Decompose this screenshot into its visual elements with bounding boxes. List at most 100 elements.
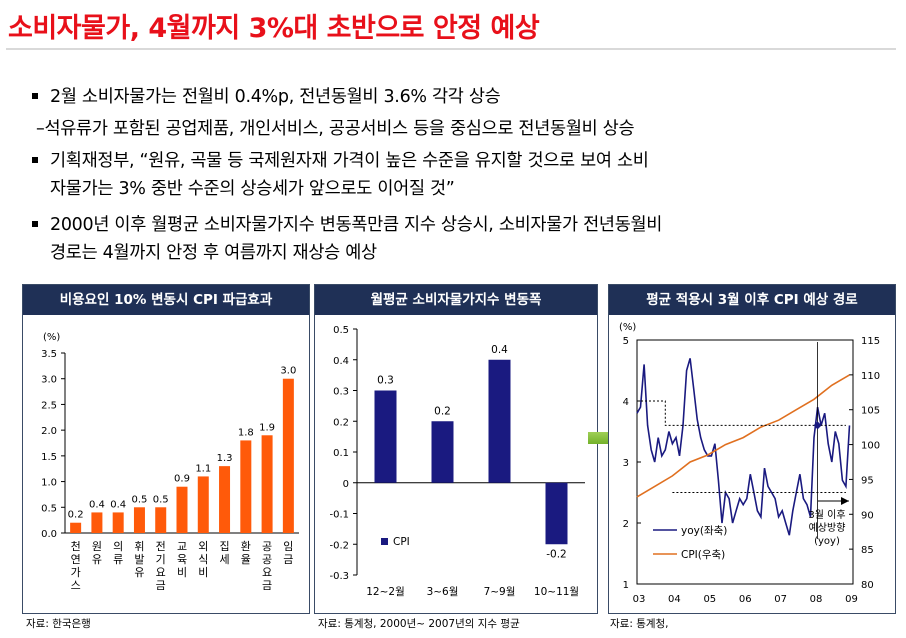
category-label-char: 요 — [262, 566, 272, 579]
y-tick-label: 0.1 — [333, 448, 349, 459]
category-label-char: 금 — [262, 579, 272, 592]
bullet-text: 경로는 4월까지 안정 후 여름까지 재상승 예상 — [50, 243, 377, 263]
line-chart-cpi-path: (%) 5 4 3 2 1 115 110 105 100 95 90 85 80 03 04 05 06 07 08… — [619, 322, 880, 605]
data-label: 0.4 — [110, 499, 126, 510]
data-label: 1.9 — [259, 422, 275, 433]
panel-monthly-change: 월평균 소비자물가지수 변동폭 0.5 0.4 0.3 0.2 0.1 0 -0.1 -0.2… — [314, 284, 598, 614]
bar — [91, 512, 103, 533]
bullet-3: 기획재정부, “원유, 곡물 등 국제원자재 가격이 높은 수준을 유지할 것으… — [32, 147, 649, 203]
forecast-annotation: 3월 이후 — [808, 509, 845, 521]
category-label-char: 외 — [198, 540, 208, 553]
data-label: 0.5 — [132, 494, 148, 505]
panel-header: 월평균 소비자물가지수 변동폭 — [315, 285, 597, 315]
category-label-char: 의 — [113, 540, 123, 553]
y-tick-label: 1.5 — [41, 452, 57, 463]
y-tick-label-left: 2 — [623, 519, 629, 530]
forecast-arrowhead — [841, 497, 849, 505]
bullet-text: 기획재정부, “원유, 곡물 등 국제원자재 가격이 높은 수준을 유지할 것으… — [50, 151, 649, 171]
bullet-text: 2000년 이후 월평균 소비자물가지수 변동폭만큼 지수 상승시, 소비자물가… — [50, 215, 663, 235]
y-tick-label: -0.2 — [329, 540, 349, 551]
panel-header: 비용요인 10% 변동시 CPI 파급효과 — [23, 285, 309, 315]
data-label: 3.0 — [280, 366, 296, 377]
y-tick-label-right: 100 — [861, 441, 880, 452]
data-label: -0.2 — [546, 548, 567, 560]
data-label: 0.4 — [89, 499, 105, 510]
bullet-1: 2월 소비자물가는 전월비 0.4%p, 전년동월비 3.6% 각각 상승 — [32, 83, 501, 111]
panel-cost-impact: 비용요인 10% 변동시 CPI 파급효과 (%) 0.0 0.5 1.0 1.5 2.0… — [22, 284, 310, 614]
data-label: 0.9 — [174, 474, 190, 485]
forecast-annotation: (yoy) — [814, 536, 840, 547]
x-tick-label: 09 — [845, 594, 858, 605]
bullet-2: –석유류가 포함된 공업제품, 개인서비스, 공공서비스 등을 중심으로 전년동… — [36, 115, 635, 143]
y-tick-label-left: 1 — [623, 580, 629, 591]
panel-cpi-path: 평균 적용시 3월 이후 CPI 예상 경로 (%) 5 4 3 2 1 115 110 105… — [608, 284, 896, 614]
category-label-char: 환 — [241, 540, 251, 553]
category-label-char: 류 — [113, 553, 123, 566]
y-tick-label-left: 3 — [623, 458, 629, 469]
y-tick-label: 2.5 — [41, 400, 57, 411]
y-tick-label: 3.5 — [41, 349, 57, 360]
bar — [112, 512, 124, 533]
x-tick-label: 07 — [774, 594, 787, 605]
x-tick-label: 03 — [633, 594, 646, 605]
category-label-char: 금 — [283, 553, 293, 566]
bullet-marker — [32, 93, 38, 99]
category-label-char: 세 — [219, 553, 229, 566]
source-note: 자료: 통계청, — [610, 618, 669, 630]
data-label: 0.5 — [153, 494, 169, 505]
category-label-char: 요 — [156, 566, 166, 579]
y-tick-label: 0.2 — [333, 417, 349, 428]
bullet-4: 2000년 이후 월평균 소비자물가지수 변동폭만큼 지수 상승시, 소비자물가… — [32, 211, 663, 267]
category-label-char: 비 — [177, 566, 187, 579]
category-label-char: 식 — [198, 553, 208, 566]
category-label-char: 공 — [262, 553, 272, 566]
x-tick-label: 06 — [739, 594, 752, 605]
category-label-char: 율 — [241, 553, 251, 566]
x-tick-label: 12~2월 — [366, 586, 405, 598]
data-label: 0.3 — [377, 375, 394, 387]
y-tick-label: 0.4 — [333, 356, 349, 367]
legend-label: yoy(좌축) — [681, 525, 727, 537]
y-tick-label: 2.0 — [41, 426, 57, 437]
y-tick-label-right: 115 — [861, 336, 880, 347]
y-tick-label-right: 105 — [861, 406, 880, 417]
series-line — [636, 358, 851, 536]
bar — [431, 421, 454, 483]
projection-line — [637, 400, 846, 426]
category-label-char: 교 — [177, 540, 187, 553]
source-note: 자료: 통계청, 2000년~ 2007년의 지수 평균 — [318, 618, 520, 630]
y-tick-label: -0.1 — [329, 510, 349, 521]
x-tick-label: 10~11월 — [534, 586, 579, 598]
category-label-char: 기 — [156, 553, 166, 566]
x-tick-label: 04 — [668, 594, 681, 605]
title-divider — [6, 48, 896, 50]
series-line — [636, 374, 850, 498]
category-label-char: 집 — [219, 540, 229, 553]
forecast-marker — [813, 421, 822, 430]
panel-header: 평균 적용시 3월 이후 CPI 예상 경로 — [609, 285, 895, 315]
bar — [155, 507, 167, 533]
x-tick-label: 7~9월 — [484, 586, 516, 598]
bullet-marker — [32, 221, 38, 227]
y-axis-unit: (%) — [43, 332, 60, 343]
plot-frame — [636, 339, 854, 585]
y-tick-label: 0 — [343, 479, 349, 490]
y-tick-label: 1.0 — [41, 478, 57, 489]
bar — [545, 482, 568, 545]
category-label-char: 임 — [283, 540, 293, 553]
y-tick-label-right: 90 — [861, 510, 874, 521]
bar — [133, 507, 145, 533]
bar — [70, 522, 82, 533]
y-tick-label: 0.3 — [333, 387, 349, 398]
bar-chart-monthly-change: 0.5 0.4 0.3 0.2 0.1 0 -0.1 -0.2 -0.3 0.3 12~2월 0.2 3… — [329, 325, 585, 598]
data-label: 1.3 — [217, 453, 233, 464]
y-tick-label-right: 110 — [861, 371, 880, 382]
bullet-text: 자물가는 3% 중반 수준의 상승세가 앞으로도 이어질 것” — [50, 179, 455, 199]
y-tick-label-left: 4 — [623, 397, 629, 408]
y-tick-label: 0.0 — [41, 529, 57, 540]
category-label-char: 금 — [156, 579, 166, 592]
y-tick-label: 0.5 — [333, 325, 349, 336]
bar — [374, 390, 397, 483]
bar — [261, 435, 273, 533]
y-tick-label: -0.3 — [329, 571, 349, 582]
